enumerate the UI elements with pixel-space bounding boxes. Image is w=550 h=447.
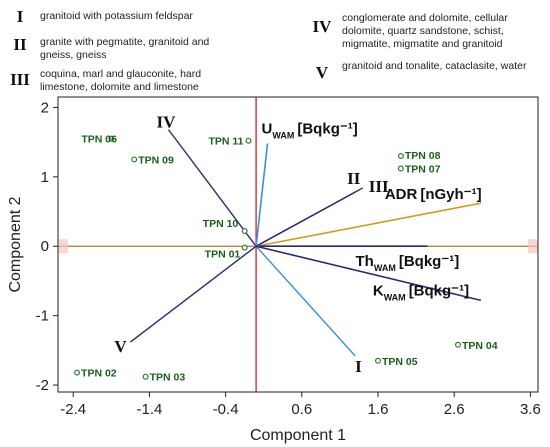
group-label-iv: IV <box>156 113 176 132</box>
y-tick-label: 2 <box>41 99 49 116</box>
x-tick-label: 3.6 <box>520 401 541 418</box>
legend-text: coquina, marl and glauconite, hard limes… <box>40 68 202 93</box>
x-tick-label: -1.4 <box>136 401 162 418</box>
y-tick-label: -2 <box>36 377 49 394</box>
vectors <box>129 129 482 357</box>
y-tick-label: 1 <box>41 169 49 186</box>
data-point <box>131 156 138 163</box>
group-label-v: V <box>114 337 127 356</box>
group-vector-i <box>255 245 356 357</box>
variable-vector-adr <box>255 202 482 248</box>
x-tick-label: 2.6 <box>444 401 465 418</box>
data-point-label: TPN 11 <box>208 136 243 148</box>
variable-vector-u <box>255 143 269 247</box>
plot-frame <box>57 96 539 393</box>
group-vector-v <box>129 245 257 343</box>
data-point <box>397 153 404 160</box>
data-point <box>375 357 382 364</box>
zero-line-marker-left <box>58 239 68 254</box>
legend-item-v: V granitoid and tonalite, cataclasite, w… <box>302 60 542 82</box>
data-point-label: TPN 02 <box>81 368 117 380</box>
data-point <box>397 165 404 172</box>
legend-item-iii: III coquina, marl and glauconite, hard l… <box>0 68 270 94</box>
data-point-label: TPN 05 <box>382 356 418 368</box>
legend-text: conglomerate and dolomite, cellular dolo… <box>342 12 508 50</box>
data-point-label: TPN 09 <box>138 154 174 166</box>
x-tick-label: -0.4 <box>213 401 239 418</box>
data-point <box>241 227 248 234</box>
data-point-label: TPN 08 <box>405 150 441 162</box>
variable-label-u: UWAM [Bqkg⁻¹] <box>262 121 358 141</box>
legend-text: granitoid and tonalite, cataclasite, wat… <box>342 60 527 72</box>
data-point <box>108 135 115 142</box>
data-point <box>245 137 252 144</box>
data-point-label: TPN 01 <box>205 249 241 261</box>
data-point-label: TPN 10 <box>203 218 239 230</box>
y-tick-label: -1 <box>36 308 49 325</box>
x-axis-label: Component 1 <box>250 427 346 444</box>
variable-label-th: ThWAM [Bqkg⁻¹] <box>356 253 460 273</box>
legend-text: granitoid with potassium feldspar <box>40 10 193 22</box>
legend-numeral: IV <box>312 17 332 36</box>
x-tick-label: -2.4 <box>60 401 86 418</box>
legend-numeral: I <box>16 7 24 26</box>
zero-line-marker-right <box>528 239 538 254</box>
group-label-iii: III <box>369 177 389 196</box>
data-point-label: TPN 07 <box>405 163 441 175</box>
data-point-label: TPN 03 <box>150 372 186 384</box>
data-point <box>142 373 149 380</box>
x-tick-label: 1.6 <box>368 401 389 418</box>
variable-label-k: KWAM [Bqkg⁻¹] <box>373 282 469 302</box>
legend-numeral: V <box>315 63 329 82</box>
variable-vector-k <box>255 245 482 302</box>
group-vector-iii <box>255 187 364 247</box>
legend-item-ii: II granite with pegmatite, granitoid and… <box>0 36 270 62</box>
legend: I granitoid with potassium feldspar II g… <box>0 0 550 95</box>
legend-text: granite with pegmatite, granitoid and gn… <box>40 36 210 61</box>
data-point <box>74 369 81 376</box>
legend-numeral: III <box>10 70 30 89</box>
data-point <box>455 341 462 348</box>
y-tick-label: 0 <box>41 238 49 255</box>
y-axis-label: Component 2 <box>7 196 24 292</box>
legend-item-i: I granitoid with potassium feldspar <box>0 8 270 26</box>
axis-ticks: -2.4 -1.4 -0.4 0.6 1.6 2.6 3.6 -2 -1 0 1 2 <box>36 99 541 418</box>
legend-numeral: II <box>13 35 27 54</box>
legend-item-iv: IV conglomerate and dolomite, cellular d… <box>302 12 542 51</box>
data-point-label: TPN 04 <box>462 340 498 352</box>
x-tick-label: 0.6 <box>291 401 312 418</box>
group-label-i: I <box>355 357 362 376</box>
data-point-label: TPN 06 <box>81 134 117 146</box>
data-point <box>241 244 248 251</box>
group-label-ii: II <box>347 169 361 188</box>
variable-label-adr: ADR [nGyh⁻¹] <box>385 186 482 203</box>
group-vector-iv <box>167 129 257 247</box>
